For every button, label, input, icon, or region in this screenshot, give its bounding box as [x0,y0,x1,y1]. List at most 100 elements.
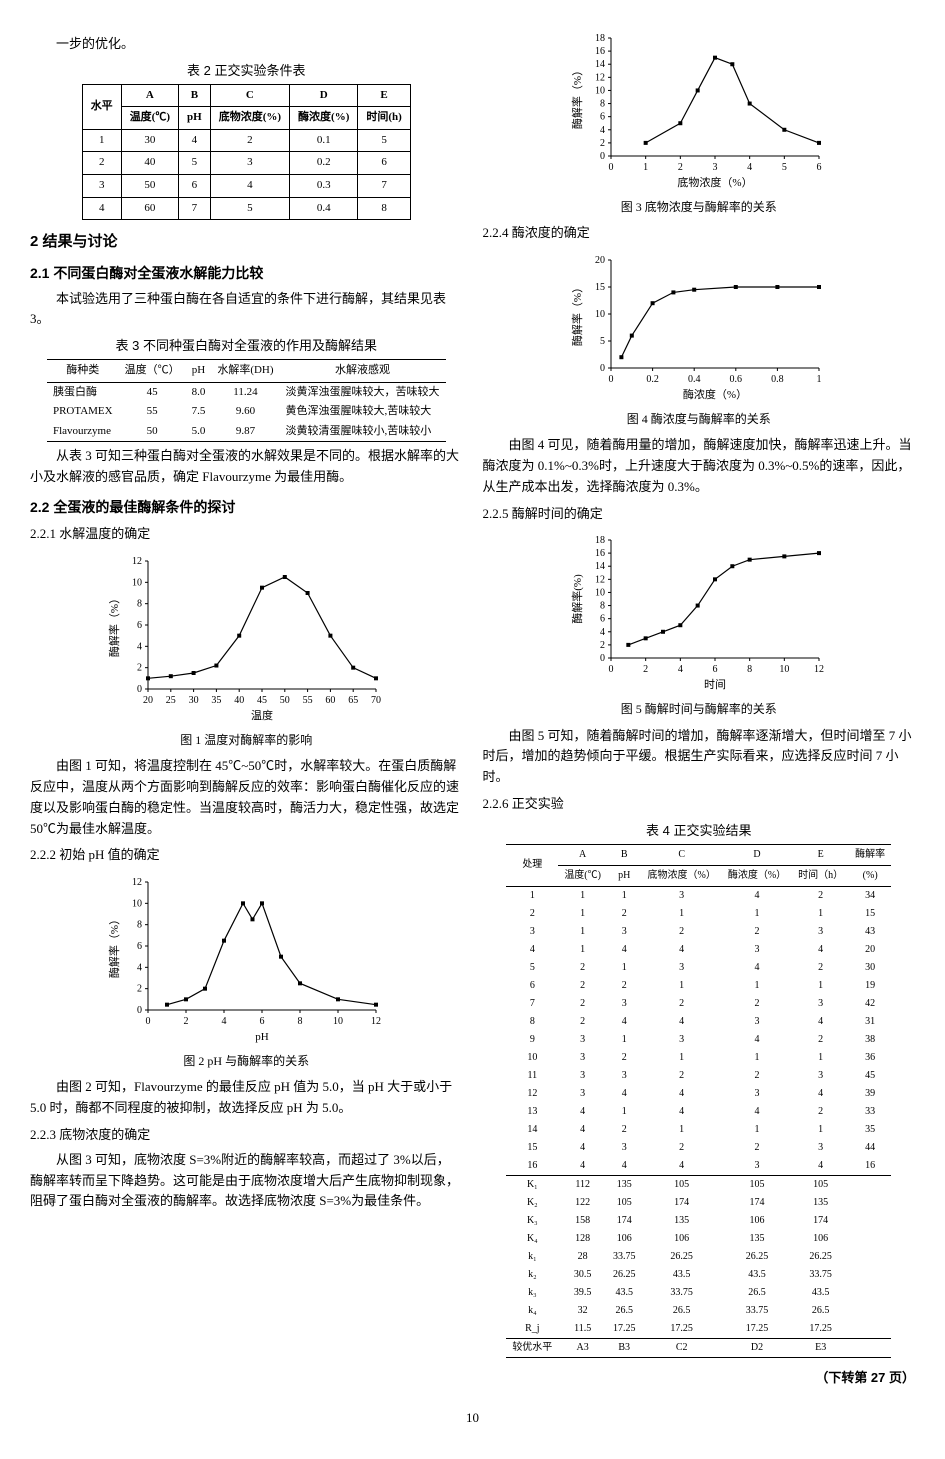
svg-text:8: 8 [600,601,605,612]
svg-text:0: 0 [146,1016,151,1027]
svg-text:8: 8 [600,99,605,110]
svg-text:10: 10 [132,899,142,910]
svg-text:0: 0 [608,162,613,173]
svg-text:1: 1 [643,162,648,173]
svg-text:4: 4 [600,627,605,638]
figure-3-title: 图 3 底物浓度与酶解率的关系 [483,198,916,217]
figure-2-chart: 024681012024681012pH酶解率（%） [106,874,386,1044]
svg-text:12: 12 [132,877,142,888]
svg-text:6: 6 [600,112,605,123]
figure-3-chart: 0123456024681012141618底物浓度（%）酶解率（%） [569,30,829,190]
para-2-2-3: 从图 3 可知，底物浓度 S=3%附近的酶解率较高，而超过了 3%以后，酶解率转… [30,1150,463,1212]
figure-1-title: 图 1 温度对酶解率的影响 [30,731,463,750]
svg-text:4: 4 [747,162,752,173]
para-2-2-5: 由图 5 可知，随着酶解时间的增加，酶解率逐渐增大，但时间增至 7 小时后，增加… [483,726,916,788]
svg-text:0: 0 [137,1005,142,1016]
svg-text:酶解率（%）: 酶解率（%） [570,65,584,129]
svg-text:8: 8 [137,599,142,610]
table4: 处理ABCDE酶解率 温度(℃)pH底物浓度（%）酶浓度（%）时间（h）(%) … [506,844,891,1358]
heading-2-2: 2.2 全蛋液的最佳酶解条件的探讨 [30,496,463,518]
svg-text:6: 6 [600,614,605,625]
svg-text:5: 5 [600,336,605,347]
svg-text:35: 35 [212,695,222,706]
svg-text:12: 12 [132,556,142,567]
svg-text:2: 2 [643,664,648,675]
page-number: 10 [30,1408,915,1429]
figure-4-title: 图 4 酶浓度与酶解率的关系 [483,410,916,429]
svg-text:10: 10 [333,1016,343,1027]
para-2-2-2: 由图 2 可知，Flavourzyme 的最佳反应 pH 值为 5.0，当 pH… [30,1077,463,1119]
svg-text:时间: 时间 [704,678,726,691]
svg-text:0.2: 0.2 [646,374,659,385]
svg-text:6: 6 [712,664,717,675]
heading-2-2-5: 2.2.5 酶解时间的确定 [483,504,916,525]
svg-text:4: 4 [137,963,142,974]
svg-text:6: 6 [816,162,821,173]
svg-text:0: 0 [608,374,613,385]
svg-text:16: 16 [595,548,605,559]
svg-text:60: 60 [326,695,336,706]
svg-text:16: 16 [595,46,605,57]
svg-text:10: 10 [595,309,605,320]
svg-text:10: 10 [595,85,605,96]
para-intro: 一步的优化。 [30,34,463,55]
svg-text:15: 15 [595,282,605,293]
table4-title: 表 4 正交实验结果 [483,821,916,842]
turn-page-note: （下转第 27 页） [483,1368,916,1389]
heading-2-2-6: 2.2.6 正交实验 [483,794,916,815]
table2: 水平ABCDE 温度(℃)pH底物浓度(%)酶浓度(%)时间(h) 130420… [82,84,411,221]
svg-text:25: 25 [166,695,176,706]
svg-text:10: 10 [595,588,605,599]
svg-text:温度: 温度 [251,708,273,722]
heading-2-2-3: 2.2.3 底物浓度的确定 [30,1125,463,1146]
svg-text:底物浓度（%）: 底物浓度（%） [677,175,752,189]
table3: 酶种类温度（℃）pH水解率(DH)水解液感观 胰蛋白酶458.011.24淡黄浑… [47,359,446,442]
svg-text:酶浓度（%）: 酶浓度（%） [683,387,747,401]
svg-text:4: 4 [222,1016,227,1027]
svg-text:18: 18 [595,33,605,44]
svg-text:20: 20 [143,695,153,706]
svg-text:酶解率（%）: 酶解率（%） [107,914,121,978]
svg-text:酶解率（%）: 酶解率（%） [107,593,121,657]
svg-text:14: 14 [595,59,605,70]
svg-text:10: 10 [132,577,142,588]
svg-text:0: 0 [600,363,605,374]
figure-1-chart: 2025303540455055606570024681012温度酶解率（%） [106,553,386,723]
svg-text:5: 5 [782,162,787,173]
svg-text:0.8: 0.8 [771,374,784,385]
svg-text:6: 6 [260,1016,265,1027]
svg-text:1: 1 [816,374,821,385]
svg-text:3: 3 [712,162,717,173]
svg-text:2: 2 [600,640,605,651]
table3-title: 表 3 不同种蛋白酶对全蛋液的作用及酶解结果 [30,336,463,357]
svg-text:8: 8 [747,664,752,675]
heading-2-2-1: 2.2.1 水解温度的确定 [30,524,463,545]
svg-text:酶解率(%): 酶解率(%) [570,574,584,624]
svg-text:70: 70 [371,695,381,706]
svg-text:0: 0 [600,653,605,664]
para-2-1: 本试验选用了三种蛋白酶在各自适宜的条件下进行酶解，其结果见表 3。 [30,289,463,331]
svg-text:65: 65 [348,695,358,706]
svg-text:12: 12 [814,664,824,675]
svg-text:4: 4 [678,664,683,675]
svg-text:2: 2 [137,984,142,995]
heading-2-2-4: 2.2.4 酶浓度的确定 [483,223,916,244]
svg-text:0: 0 [608,664,613,675]
svg-text:0: 0 [600,151,605,162]
figure-2-title: 图 2 pH 与酶解率的关系 [30,1052,463,1071]
para-2-1b: 从表 3 可知三种蛋白酶对全蛋液的水解效果是不同的。根据水解率的大小及水解液的感… [30,446,463,488]
svg-text:6: 6 [137,620,142,631]
svg-text:8: 8 [298,1016,303,1027]
svg-text:14: 14 [595,562,605,573]
heading-2: 2 结果与讨论 [30,230,463,254]
figure-5-chart: 024681012024681012141618时间酶解率(%) [569,532,829,692]
svg-text:30: 30 [189,695,199,706]
svg-text:40: 40 [234,695,244,706]
para-2-2-4: 由图 4 可见，随着酶用量的增加，酶解速度加快，酶解率迅速上升。当酶浓度为 0.… [483,435,916,497]
svg-text:酶解率（%）: 酶解率（%） [570,282,584,346]
svg-text:2: 2 [137,663,142,674]
svg-text:0.6: 0.6 [729,374,742,385]
para-2-2-1: 由图 1 可知，将温度控制在 45℃~50℃时，水解率较大。在蛋白质酶解反应中，… [30,756,463,839]
svg-text:10: 10 [779,664,789,675]
heading-2-2-2: 2.2.2 初始 pH 值的确定 [30,845,463,866]
